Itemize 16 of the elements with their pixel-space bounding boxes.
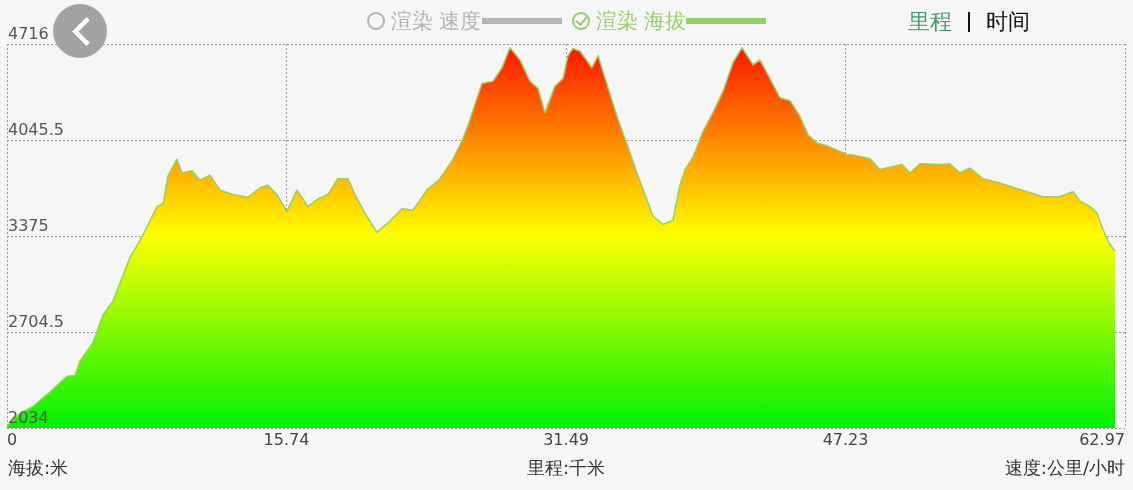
x-axis-title: 里程:千米 bbox=[526, 456, 606, 478]
legend-label: 渲染 海拔 bbox=[595, 9, 687, 33]
x-tick-label: 62.97 bbox=[1079, 429, 1125, 449]
text: 海拔:米 bbox=[8, 456, 69, 478]
y-tick-label: 2704.5 bbox=[8, 312, 64, 332]
y-tick-label: 4045.5 bbox=[8, 120, 64, 140]
x-tick-label: 0 bbox=[7, 429, 18, 449]
y-tick-label: 3375 bbox=[8, 216, 49, 236]
x-tick-label: 15.74 bbox=[263, 429, 310, 449]
x-tick-label: 47.23 bbox=[822, 429, 869, 449]
legend-label: 渲染 速度 bbox=[390, 9, 482, 33]
text: 速度:公里/小时 bbox=[1004, 456, 1125, 478]
x-tick-label: 31.49 bbox=[543, 429, 589, 449]
text: 里程 bbox=[908, 9, 952, 35]
y-tick-label: 4716 bbox=[8, 24, 49, 44]
text: 时间 bbox=[986, 9, 1030, 35]
